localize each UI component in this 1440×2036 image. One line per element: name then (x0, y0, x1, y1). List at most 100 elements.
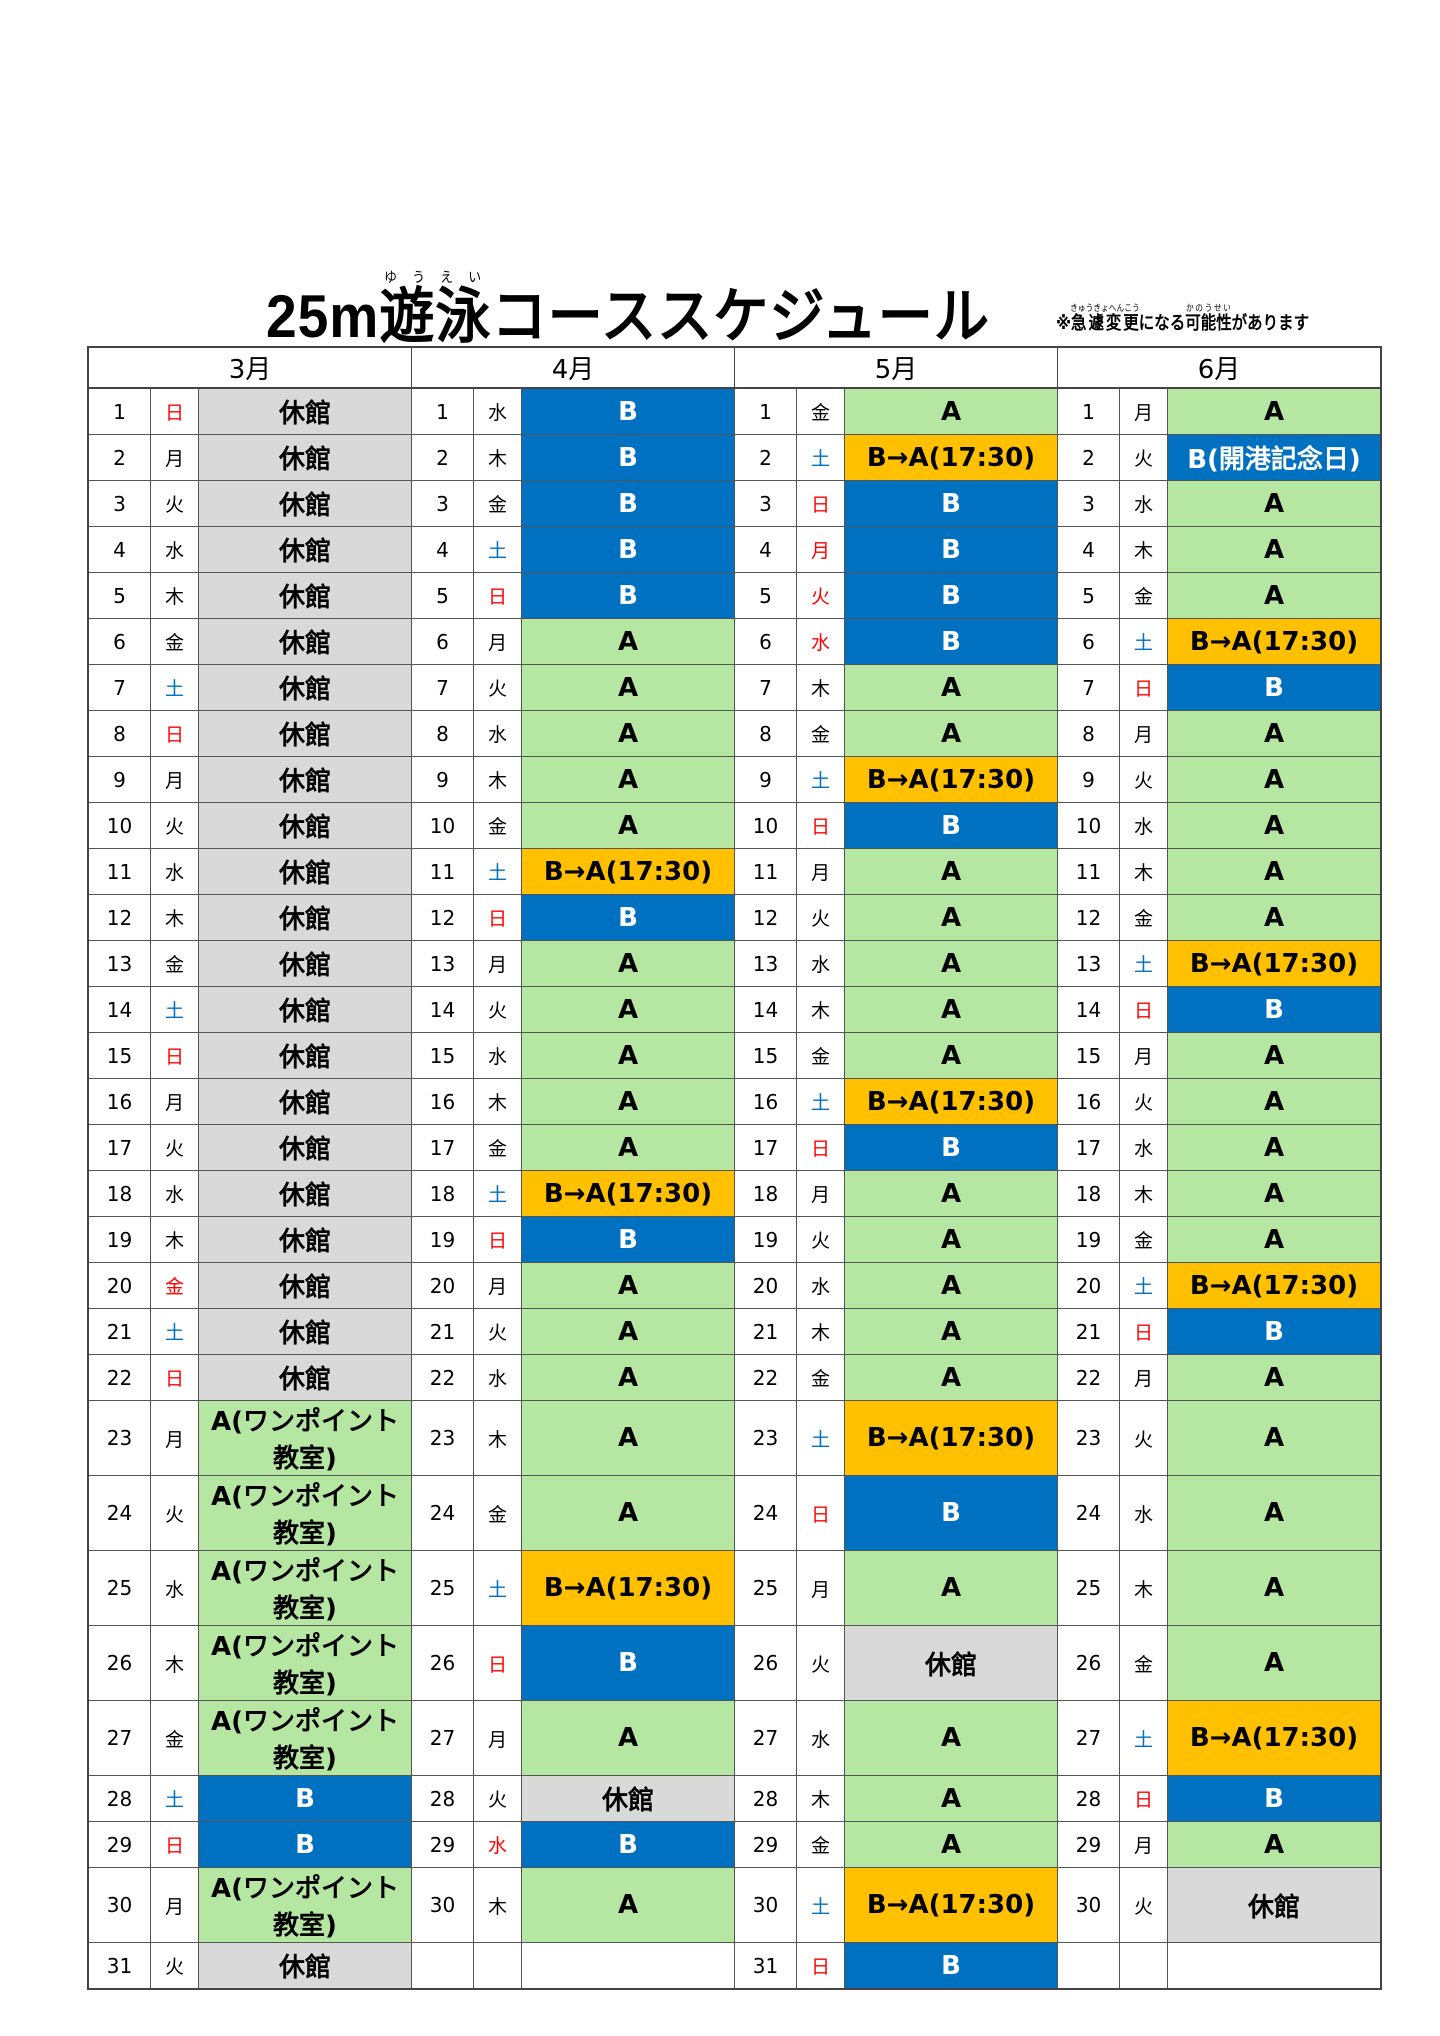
weekday: 日 (1119, 1308, 1168, 1355)
month-header: 5月 (734, 346, 1058, 389)
course-cell: B (1167, 986, 1382, 1033)
course-cell: A (844, 1354, 1058, 1401)
course-cell: A(ワンポイント教室) (198, 1867, 412, 1943)
day-number: 19 (734, 1216, 797, 1263)
month-header: 6月 (1057, 346, 1382, 389)
weekday: 水 (1119, 1475, 1168, 1551)
weekday: 金 (796, 1821, 845, 1868)
day-number: 5 (1057, 572, 1120, 619)
weekday: 木 (473, 1867, 522, 1943)
weekday: 火 (796, 572, 845, 619)
course-cell: B→A(17:30) (1167, 618, 1382, 665)
day-number: 1 (411, 387, 474, 435)
course-cell: B (1167, 1775, 1382, 1822)
course-cell: A (521, 618, 735, 665)
day-number: 3 (87, 480, 151, 527)
course-cell: A(ワンポイント教室) (198, 1400, 412, 1476)
weekday: 水 (473, 1354, 522, 1401)
day-number: 27 (1057, 1700, 1120, 1776)
course-cell: 休館 (198, 1216, 412, 1263)
table-row: 2 月休館 2 木 B 2 土 B→A(17:30) 2 火 B(開港記念日) (87, 434, 1382, 481)
table-row: 7 土休館 7 火 A 7 木 A 7 日 B (87, 664, 1382, 711)
weekday: 金 (1119, 572, 1168, 619)
weekday: 木 (150, 572, 199, 619)
day-number: 6 (1057, 618, 1120, 665)
course-cell: A (1167, 1170, 1382, 1217)
day-number: 20 (87, 1262, 151, 1309)
day-number: 17 (1057, 1124, 1120, 1171)
day-number: 18 (411, 1170, 474, 1217)
course-cell: A (844, 1262, 1058, 1309)
note-mid: になる (1138, 313, 1186, 334)
day-number: 22 (1057, 1354, 1120, 1401)
day-number: 21 (411, 1308, 474, 1355)
day-number: 9 (1057, 756, 1120, 803)
course-cell: A (844, 387, 1058, 435)
course-cell: B (844, 1475, 1058, 1551)
course-cell: B (844, 1124, 1058, 1171)
course-cell: 休館 (198, 1032, 412, 1079)
course-cell: 休館 (844, 1625, 1058, 1701)
weekday: 土 (150, 1775, 199, 1822)
weekday: 水 (473, 1032, 522, 1079)
day-number: 28 (1057, 1775, 1120, 1822)
table-row: 6 金休館 6 月 A 6 水 B 6 土 B→A(17:30) (87, 618, 1382, 665)
day-number: 17 (734, 1124, 797, 1171)
weekday: 土 (150, 986, 199, 1033)
weekday: 月 (1119, 1821, 1168, 1868)
day-number: 11 (87, 848, 151, 895)
table-row: 27 金 A(ワンポイント教室) 27 月 A 27 水 A 27 土 B→A(17:30) (87, 1700, 1382, 1776)
weekday: 土 (473, 1550, 522, 1626)
course-cell: A (1167, 1216, 1382, 1263)
course-cell: A (1167, 1625, 1382, 1701)
month-header-row: 3月 4月 5月 6月 (87, 346, 1382, 389)
course-cell: A (1167, 1821, 1382, 1868)
course-cell: 休館 (198, 1942, 412, 1990)
weekday: 月 (150, 1400, 199, 1476)
course-cell: 休館 (198, 802, 412, 849)
course-cell: B (1167, 664, 1382, 711)
course-cell: A (1167, 572, 1382, 619)
weekday: 水 (796, 1700, 845, 1776)
day-number: 31 (734, 1942, 797, 1990)
course-cell: B (844, 618, 1058, 665)
course-cell: 休館 (198, 756, 412, 803)
weekday: 日 (473, 1216, 522, 1263)
weekday: 月 (796, 1170, 845, 1217)
course-cell: B (521, 1821, 735, 1868)
course-cell: A (521, 664, 735, 711)
course-cell: A (1167, 848, 1382, 895)
course-cell: 休館 (198, 894, 412, 941)
title-ruby-base: 遊泳 (379, 283, 492, 350)
day-number: 2 (87, 434, 151, 481)
weekday: 月 (473, 940, 522, 987)
day-number: 10 (87, 802, 151, 849)
day-number: 4 (1057, 526, 1120, 573)
course-cell: A (521, 1124, 735, 1171)
course-cell: A (521, 1308, 735, 1355)
course-cell: 休館 (198, 1170, 412, 1217)
table-row: 26 木 A(ワンポイント教室) 26 日 B 26 火休館 26 金 A (87, 1625, 1382, 1701)
table-row: 17 火休館 17 金 A 17 日 B 17 水 A (87, 1124, 1382, 1171)
change-notice: ※急遽変更きゅうきょへんこうになる可能性かのうせいがあります (1056, 304, 1309, 335)
weekday: 金 (473, 802, 522, 849)
weekday: 金 (796, 1032, 845, 1079)
day-number: 28 (411, 1775, 474, 1822)
weekday: 月 (796, 1550, 845, 1626)
weekday: 金 (150, 940, 199, 987)
weekday: 月 (1119, 1354, 1168, 1401)
weekday: 土 (1119, 940, 1168, 987)
day-number: 7 (1057, 664, 1120, 711)
day-number: 16 (411, 1078, 474, 1125)
day-number: 6 (411, 618, 474, 665)
course-cell: A (1167, 1400, 1382, 1476)
note-ruby-2: 可能性かのうせい (1185, 304, 1231, 334)
day-number: 22 (411, 1354, 474, 1401)
weekday: 日 (796, 1124, 845, 1171)
day-number: 23 (411, 1400, 474, 1476)
table-row: 9 月休館 9 木 A 9 土 B→A(17:30) 9 火 A (87, 756, 1382, 803)
day-number: 14 (411, 986, 474, 1033)
day-number: 25 (1057, 1550, 1120, 1626)
course-cell: A (1167, 1550, 1382, 1626)
weekday: 土 (1119, 618, 1168, 665)
